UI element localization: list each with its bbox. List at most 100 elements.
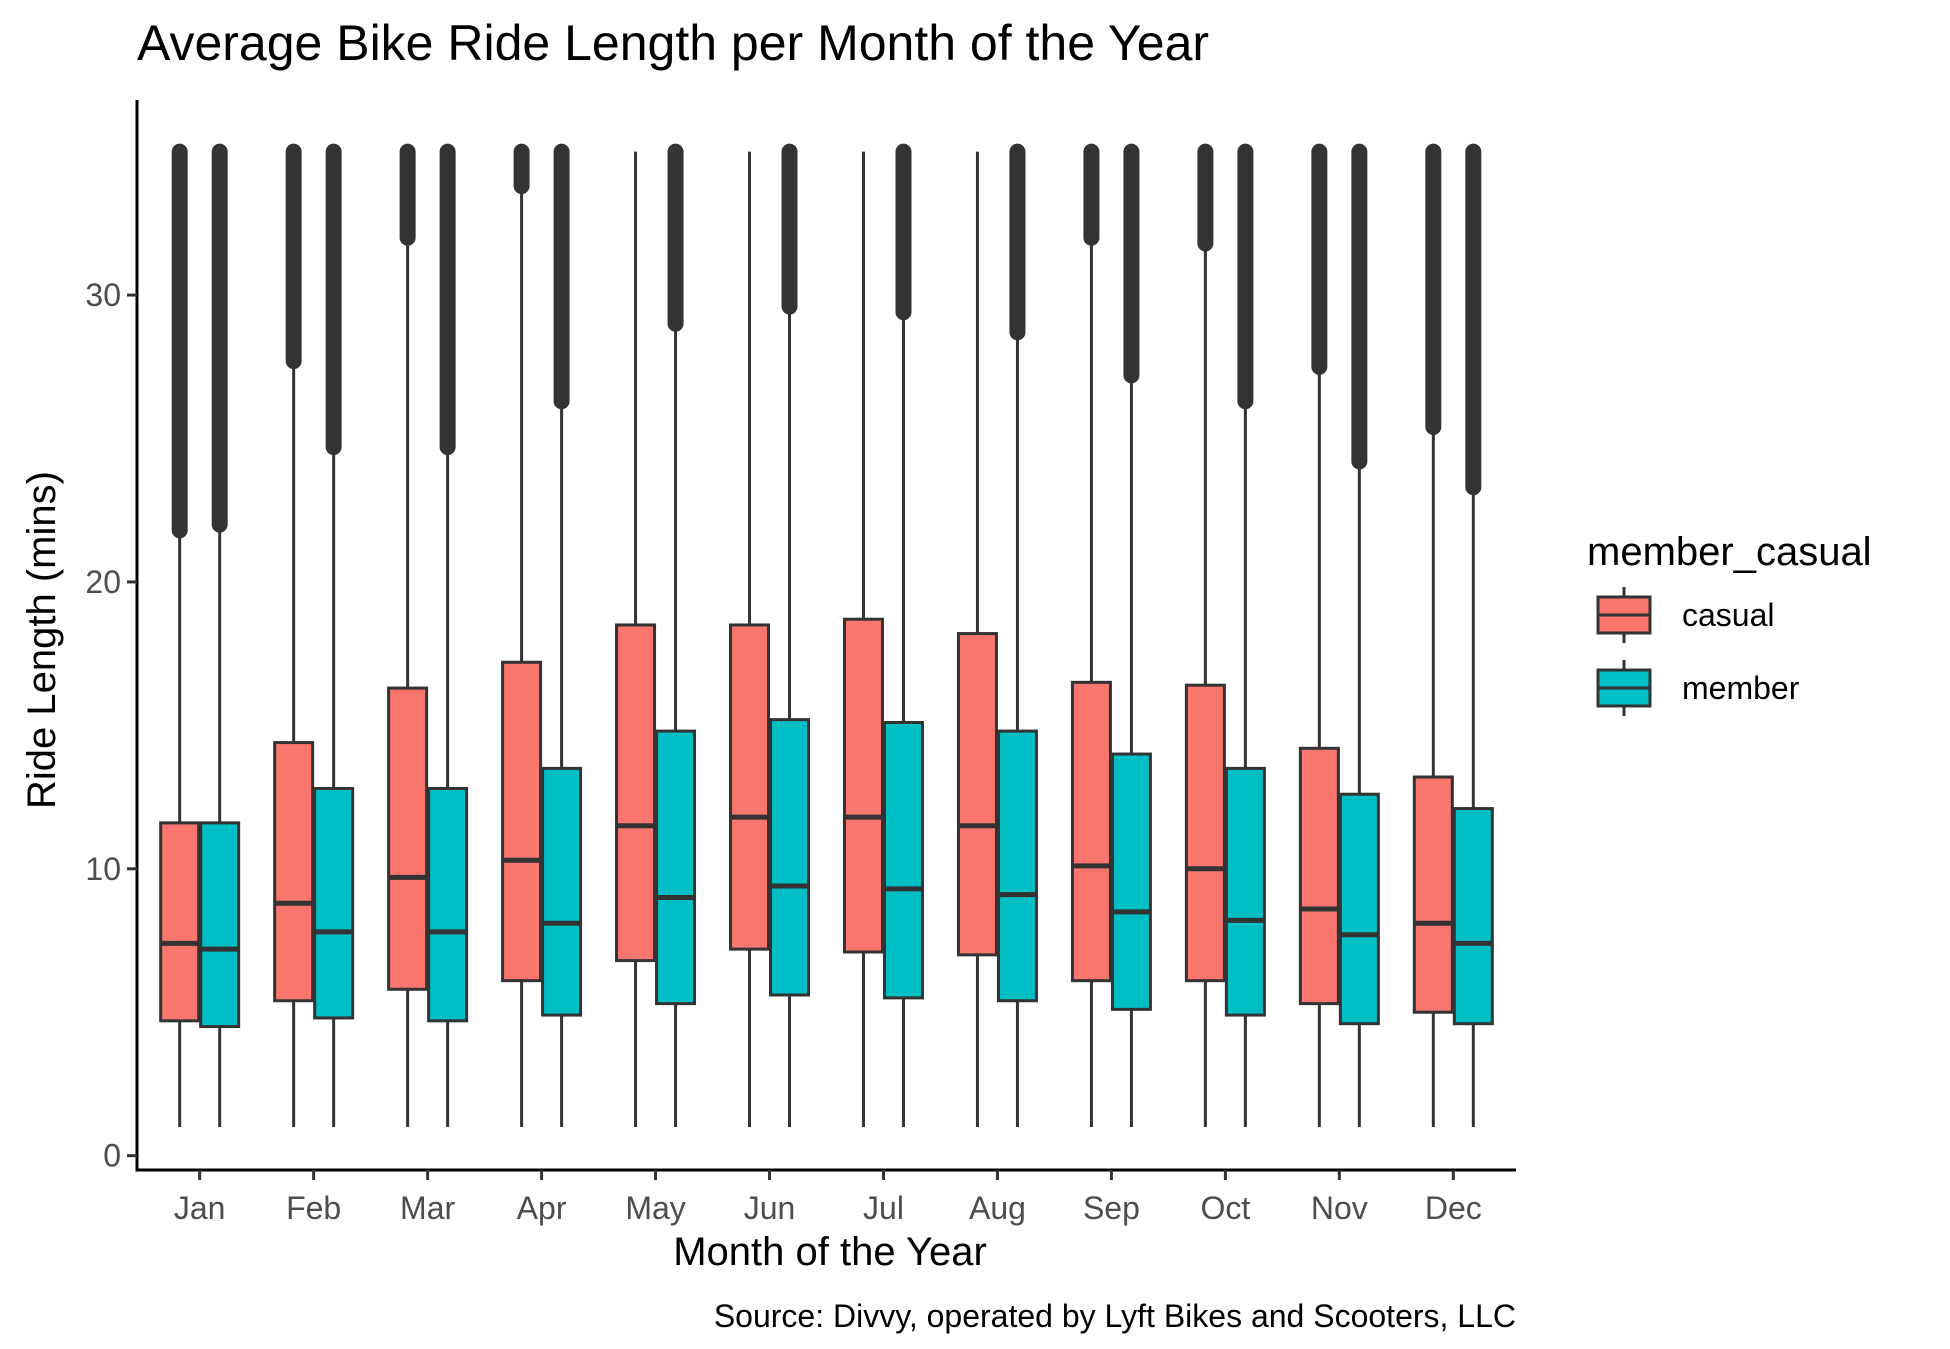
x-tick-label: Oct bbox=[1200, 1190, 1250, 1226]
outlier-points bbox=[439, 143, 456, 456]
iqr-box bbox=[729, 623, 771, 951]
box-member-may bbox=[655, 143, 697, 1127]
x-tick-label: Jan bbox=[174, 1190, 226, 1226]
x-tick-label: May bbox=[625, 1190, 685, 1226]
iqr-box bbox=[1224, 766, 1266, 1017]
box-casual-oct bbox=[1184, 143, 1226, 1127]
box-member-mar bbox=[427, 143, 469, 1127]
outlier-points bbox=[399, 143, 416, 246]
y-tick-label: 0 bbox=[103, 1138, 121, 1174]
iqr-box bbox=[387, 686, 429, 991]
outlier-points bbox=[211, 143, 228, 533]
x-tick-label: Jun bbox=[744, 1190, 796, 1226]
iqr-box bbox=[273, 741, 315, 1003]
outlier-points bbox=[1465, 143, 1482, 496]
outlier-points bbox=[285, 143, 302, 370]
chart-title: Average Bike Ride Length per Month of th… bbox=[137, 15, 1209, 71]
outlier-points bbox=[781, 143, 798, 315]
box-member-sep bbox=[1110, 143, 1152, 1127]
legend-label-member: member bbox=[1682, 670, 1800, 706]
x-tick-label: Mar bbox=[400, 1190, 455, 1226]
outlier-points bbox=[553, 143, 570, 410]
iqr-box bbox=[501, 660, 543, 983]
iqr-box bbox=[427, 786, 469, 1023]
outlier-points bbox=[1311, 143, 1328, 375]
box-member-aug bbox=[996, 143, 1038, 1127]
legend-title: member_casual bbox=[1587, 530, 1872, 574]
outlier-points bbox=[895, 143, 912, 321]
legend-key-member bbox=[1596, 660, 1652, 716]
outlier-points bbox=[1425, 143, 1442, 436]
iqr-box bbox=[1070, 680, 1112, 983]
iqr-box bbox=[842, 617, 884, 954]
box-member-nov bbox=[1338, 143, 1380, 1127]
box-member-oct bbox=[1224, 143, 1266, 1127]
box-casual-may bbox=[615, 151, 657, 1127]
iqr-box bbox=[199, 821, 241, 1029]
x-tick-label: Feb bbox=[286, 1190, 341, 1226]
box-casual-apr bbox=[501, 143, 543, 1127]
box-casual-jul bbox=[842, 151, 884, 1127]
outlier-points bbox=[171, 143, 188, 539]
iqr-box bbox=[655, 729, 697, 1006]
outlier-points bbox=[325, 143, 342, 456]
iqr-box bbox=[956, 632, 998, 957]
box-member-jun bbox=[769, 143, 811, 1127]
outlier-points bbox=[1351, 143, 1368, 470]
outlier-points bbox=[1083, 143, 1100, 246]
iqr-box bbox=[1452, 807, 1494, 1026]
box-casual-sep bbox=[1070, 143, 1112, 1127]
box-member-jan bbox=[199, 143, 241, 1127]
caption: Source: Divvy, operated by Lyft Bikes an… bbox=[714, 1298, 1516, 1334]
box-casual-feb bbox=[273, 143, 315, 1127]
iqr-box bbox=[159, 821, 201, 1023]
x-tick-label: Nov bbox=[1311, 1190, 1368, 1226]
box-casual-jan bbox=[159, 143, 201, 1127]
iqr-box bbox=[313, 786, 355, 1020]
x-tick-label: Apr bbox=[517, 1190, 567, 1226]
box-casual-jun bbox=[729, 151, 771, 1127]
box-casual-aug bbox=[956, 151, 998, 1127]
x-axis-title: Month of the Year bbox=[673, 1230, 987, 1274]
iqr-box bbox=[1110, 752, 1152, 1011]
iqr-box bbox=[541, 766, 583, 1017]
box-casual-dec bbox=[1412, 143, 1454, 1127]
series-casual bbox=[159, 143, 1454, 1127]
iqr-box bbox=[996, 729, 1038, 1003]
x-axis: Jan Feb Mar Apr May Jun Jul Aug Sep Oct Nov Dec bbox=[135, 1168, 1516, 1226]
y-tick-label: 30 bbox=[85, 277, 121, 313]
outlier-points bbox=[513, 143, 530, 195]
outlier-points bbox=[667, 143, 684, 332]
legend-label-casual: casual bbox=[1682, 597, 1775, 633]
series-member bbox=[199, 143, 1494, 1127]
y-axis: 0 10 20 30 bbox=[85, 100, 139, 1174]
legend-key-casual bbox=[1596, 587, 1652, 643]
box-member-apr bbox=[541, 143, 583, 1127]
outlier-points bbox=[1123, 143, 1140, 384]
y-axis-title: Ride Length (mins) bbox=[20, 471, 64, 809]
iqr-box bbox=[882, 720, 924, 1000]
outlier-points bbox=[1009, 143, 1026, 341]
outlier-points bbox=[1197, 143, 1214, 252]
x-tick-label: Dec bbox=[1425, 1190, 1482, 1226]
x-tick-label: Aug bbox=[969, 1190, 1026, 1226]
x-tick-label: Jul bbox=[863, 1190, 904, 1226]
iqr-box bbox=[615, 623, 657, 963]
outlier-points bbox=[1237, 143, 1254, 410]
legend: member_casual casual member bbox=[1587, 530, 1872, 716]
iqr-box bbox=[769, 718, 811, 997]
x-tick-label: Sep bbox=[1083, 1190, 1140, 1226]
box-member-dec bbox=[1452, 143, 1494, 1127]
iqr-box bbox=[1184, 683, 1226, 983]
box-casual-mar bbox=[387, 143, 429, 1127]
y-tick-label: 20 bbox=[85, 564, 121, 600]
iqr-box bbox=[1412, 775, 1454, 1014]
box-member-feb bbox=[313, 143, 355, 1127]
plot-area bbox=[159, 143, 1494, 1127]
box-member-jul bbox=[882, 143, 924, 1127]
iqr-box bbox=[1338, 792, 1380, 1026]
iqr-box bbox=[1298, 746, 1340, 1006]
y-tick-label: 10 bbox=[85, 851, 121, 887]
box-casual-nov bbox=[1298, 143, 1340, 1127]
